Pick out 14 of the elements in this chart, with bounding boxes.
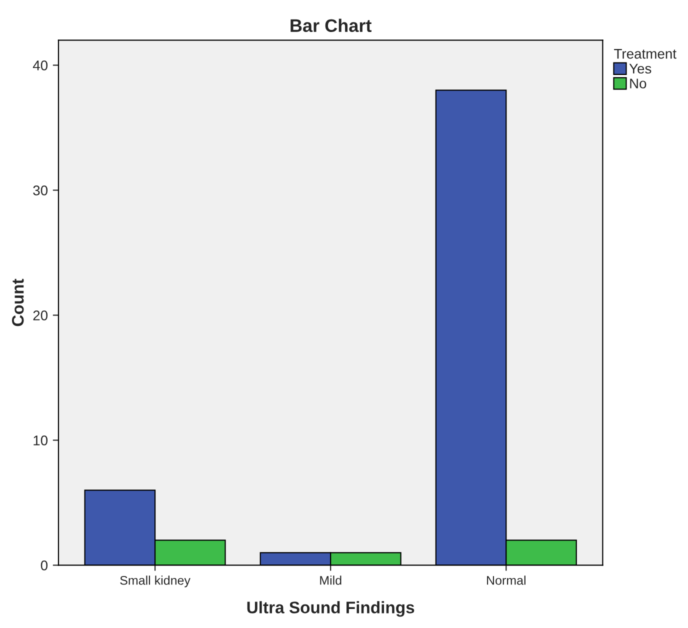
y-axis-title: Count <box>12 278 24 326</box>
x-tick-label: Small kidney <box>120 576 190 588</box>
chart-title: Bar Chart <box>290 18 372 32</box>
y-tick-label: 40 <box>32 60 48 70</box>
y-tick-label: 30 <box>33 186 48 196</box>
legend-label: Yes <box>629 64 652 74</box>
x-axis-title: Ultra Sound Findings <box>247 601 414 617</box>
legend-title: Treatment <box>614 49 676 59</box>
y-tick-label: 10 <box>34 436 48 446</box>
legend-label: No <box>630 78 646 88</box>
y-tick-label: 0 <box>40 560 48 570</box>
y-tick-label: 20 <box>33 310 48 320</box>
x-tick-label: Mild <box>320 576 342 585</box>
x-tick-label: Normal <box>487 576 526 585</box>
